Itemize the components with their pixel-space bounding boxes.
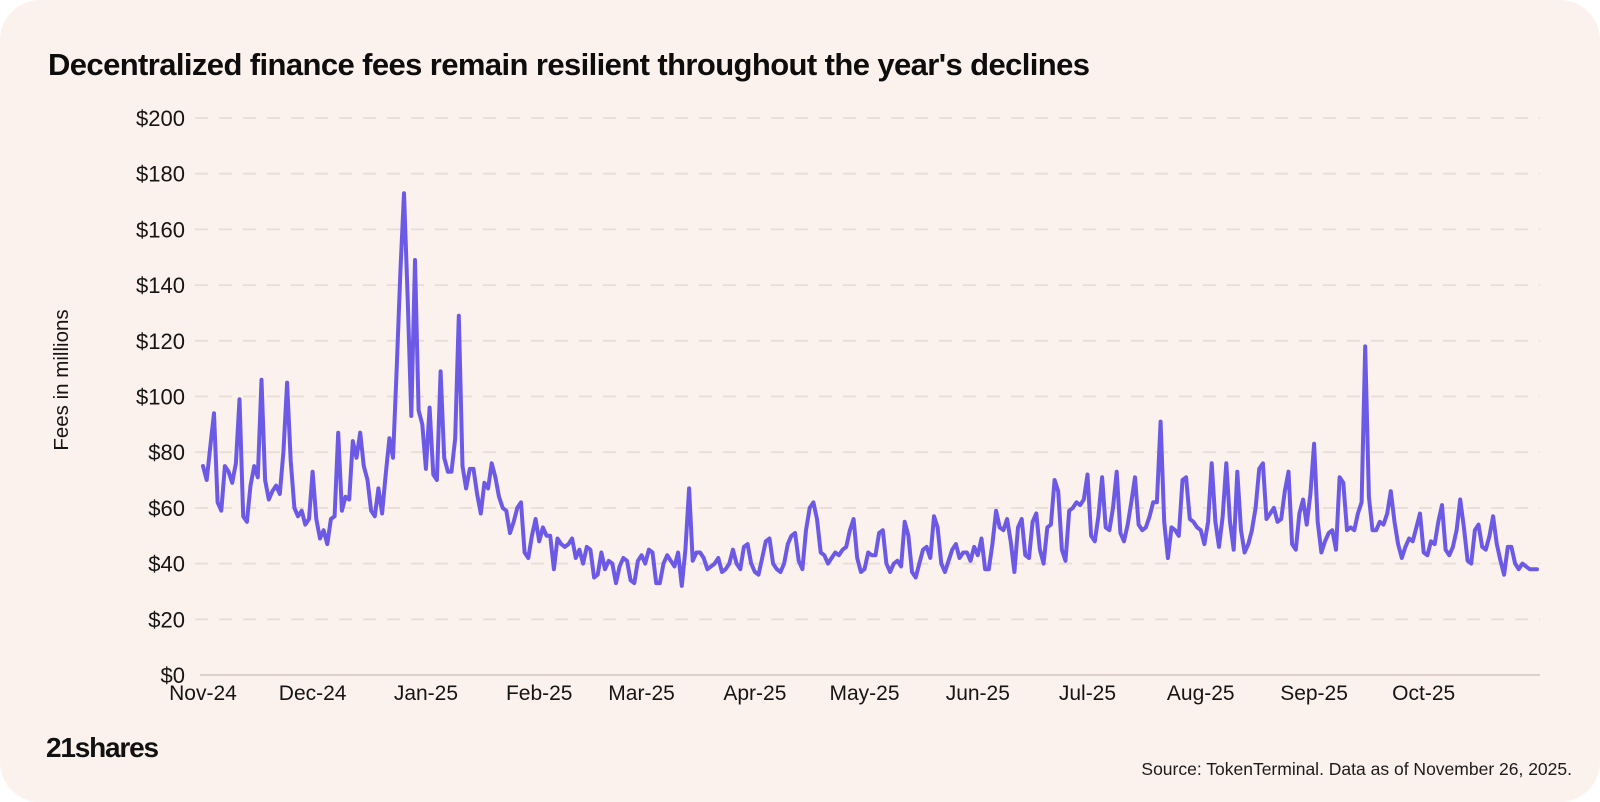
y-tick-label: $120 [136, 329, 185, 354]
x-tick-label: Jan-25 [394, 682, 458, 705]
x-tick-label: Apr-25 [723, 682, 786, 705]
y-tick-label: $160 [136, 217, 185, 242]
page-title: Decentralized finance fees remain resili… [48, 46, 1090, 82]
y-tick-label: $140 [136, 273, 185, 298]
fees-line-series [201, 191, 1539, 588]
x-tick-label: Jul-25 [1059, 682, 1116, 705]
y-tick-label: $180 [136, 162, 185, 187]
x-tick-label: Jun-25 [946, 682, 1010, 705]
x-tick-label: Nov-24 [169, 682, 237, 705]
x-tick-label: May-25 [830, 682, 900, 705]
y-tick-label: $0 [161, 663, 185, 688]
x-tick-label: Oct-25 [1392, 682, 1455, 705]
y-axis-title: Fees in millions [50, 309, 73, 450]
y-tick-label: $80 [148, 440, 185, 465]
y-tick-label: $60 [148, 496, 185, 521]
x-tick-label: Sep-25 [1280, 682, 1348, 705]
x-tick-label: Mar-25 [608, 682, 675, 705]
x-tick-label: Aug-25 [1167, 682, 1235, 705]
y-tick-label: $200 [136, 106, 185, 131]
brand-logo-21shares: 21shares [46, 732, 159, 763]
y-tick-label: $40 [148, 552, 185, 577]
x-tick-label: Dec-24 [279, 682, 347, 705]
y-tick-label: $100 [136, 385, 185, 410]
source-caption: Source: TokenTerminal. Data as of Novemb… [1141, 759, 1572, 779]
y-tick-label: $20 [148, 607, 185, 632]
x-tick-label: Feb-25 [506, 682, 573, 705]
